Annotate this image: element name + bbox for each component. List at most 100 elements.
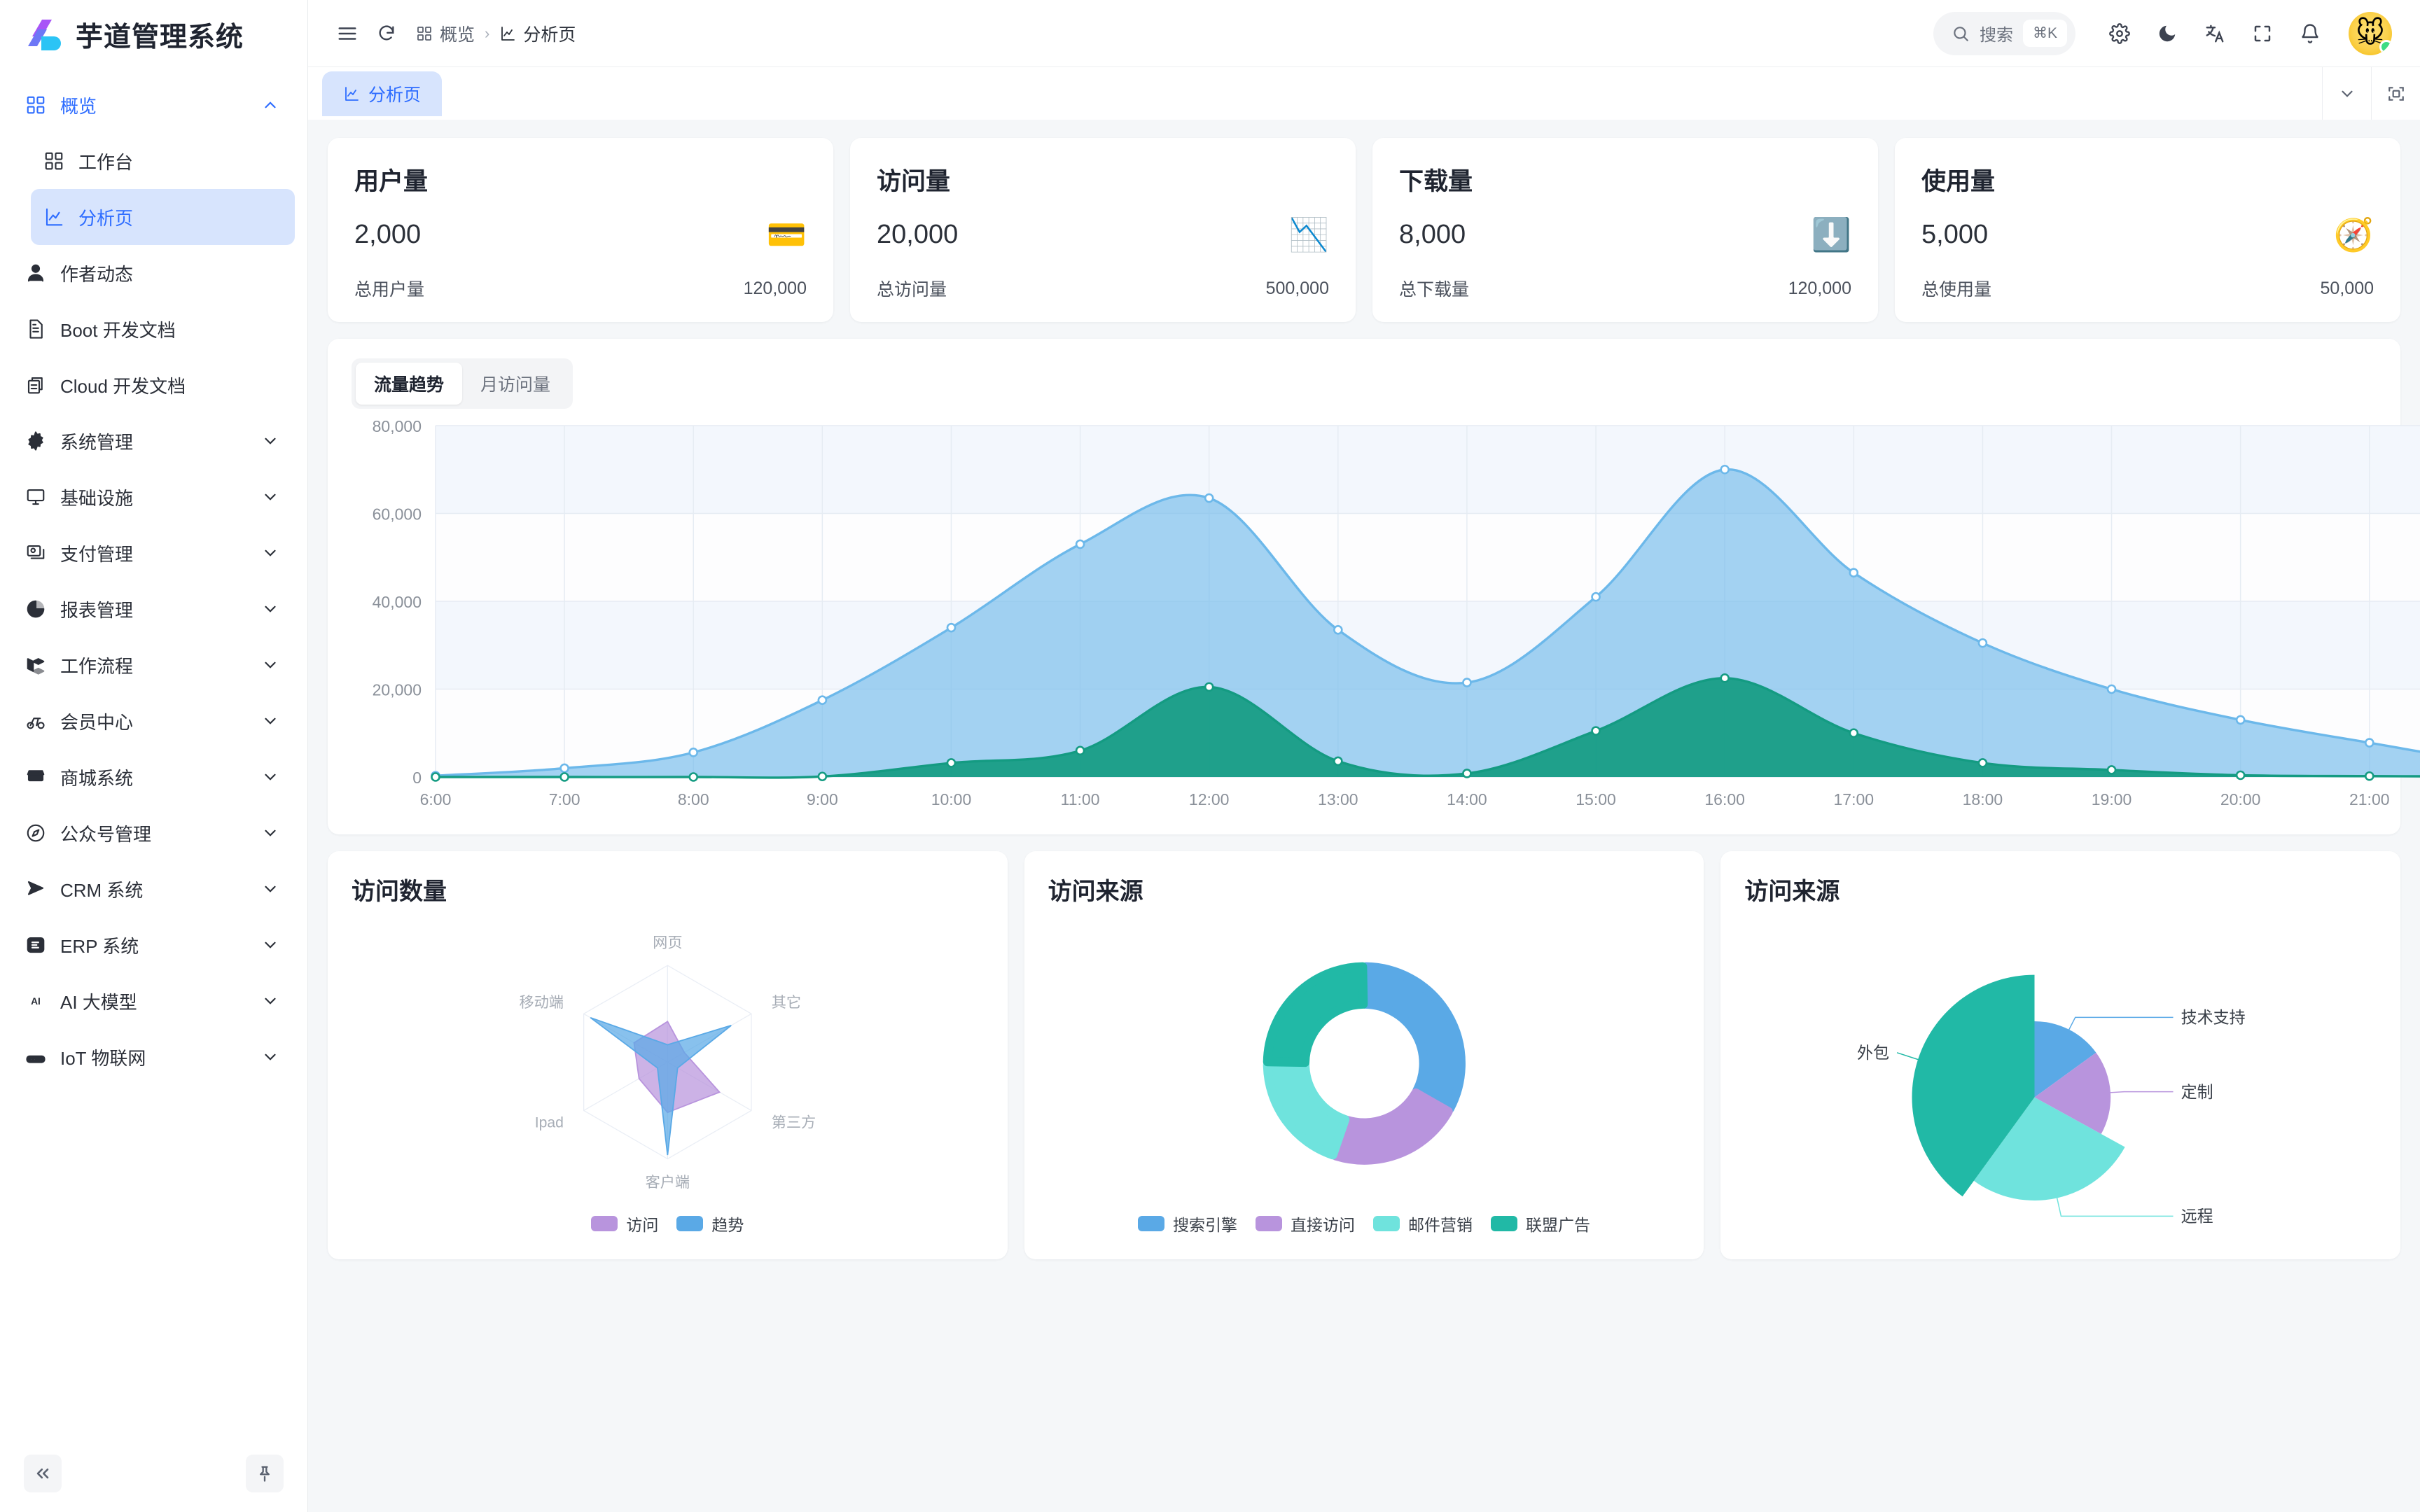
sidebar-item-label: 工作流程 (60, 655, 134, 677)
legend-label: 趋势 (711, 1216, 744, 1234)
tab-bar: 分析页 (308, 66, 2420, 120)
legend-item-2[interactable]: 邮件营销 (1373, 1212, 1473, 1236)
sidebar-item-6[interactable]: 系统管理 (13, 413, 295, 469)
sidebar-item-16[interactable]: AI AI 大模型 (13, 973, 295, 1029)
tab-analysis[interactable]: 分析页 (322, 71, 443, 116)
svg-text:15:00: 15:00 (1576, 790, 1616, 808)
legend-item-0[interactable]: 访问 (591, 1212, 658, 1236)
grid-icon (43, 150, 73, 172)
svg-text:16:00: 16:00 (1704, 790, 1745, 808)
sidebar-item-10[interactable]: 工作流程 (13, 637, 295, 693)
gear-icon[interactable] (2098, 12, 2141, 55)
svg-text:6:00: 6:00 (420, 790, 452, 808)
chevron-down-icon (261, 712, 279, 730)
credit-card-emoji: 💳 (766, 216, 807, 253)
moon-icon[interactable] (2146, 12, 2189, 55)
stat-card-1: 访问量 20,000 📉 总访问量 500,000 (850, 138, 1356, 322)
segment-monthly-visits[interactable]: 月访问量 (480, 375, 551, 395)
sidebar-item-7[interactable]: 基础设施 (13, 469, 295, 525)
search-input[interactable]: 搜索 ⌘K (1933, 11, 2075, 55)
legend-item-3[interactable]: 联盟广告 (1491, 1212, 1590, 1236)
sidebar-item-2[interactable]: 分析页 (31, 189, 295, 245)
sidebar-item-13[interactable]: 公众号管理 (13, 805, 295, 861)
legend-swatch (676, 1216, 704, 1231)
chevron-down-icon (261, 936, 279, 954)
sidebar-item-label: 会员中心 (60, 711, 134, 733)
svg-text:12:00: 12:00 (1189, 790, 1230, 808)
panel-title: 访问来源 (1744, 878, 1840, 905)
erp-icon (25, 934, 55, 955)
bottom-chart-row: 访问数量 网页 其它 第三方 客户端 Ipad 移动端 访问 趋势 访问来源 搜索引擎 直接访… (328, 851, 2401, 1259)
sidebar-item-0[interactable]: 概览 (13, 77, 295, 133)
segment-traffic-trend[interactable]: 流量趋势 (356, 363, 463, 405)
svg-text:网页: 网页 (653, 934, 682, 951)
monitor-icon (25, 486, 55, 507)
grid-icon (25, 94, 55, 115)
legend-label: 访问 (626, 1216, 659, 1234)
sidebar-item-8[interactable]: 支付管理 (13, 525, 295, 581)
sidebar-item-label: 工作台 (78, 151, 134, 173)
svg-text:0: 0 (412, 769, 422, 787)
legend-item-0[interactable]: 搜索引擎 (1138, 1212, 1237, 1236)
stat-card-0: 用户量 2,000 💳 总用户量 120,000 (328, 138, 833, 322)
avatar[interactable]: 🐭 (2349, 11, 2392, 55)
stat-card-total-label: 总使用量 (1921, 280, 1992, 300)
tab-list: 分析页 (308, 67, 2322, 120)
sidebar-item-label: 基础设施 (60, 487, 134, 509)
stat-card-total-value: 50,000 (2320, 278, 2374, 298)
sidebar-item-4[interactable]: Boot 开发文档 (13, 301, 295, 357)
payment-icon (25, 542, 55, 564)
sidebar-item-14[interactable]: CRM 系统 (13, 861, 295, 917)
sidebar-item-3[interactable]: 作者动态 (13, 245, 295, 301)
svg-text:11:00: 11:00 (1061, 790, 1100, 808)
translate-icon[interactable] (2193, 12, 2237, 55)
sidebar-collapse-button[interactable] (24, 1455, 62, 1492)
visit-source-donut-panel: 访问来源 搜索引擎 直接访问 邮件营销 联盟广告 (1024, 851, 1704, 1259)
chevron-down-icon (261, 992, 279, 1010)
user-icon (25, 262, 55, 284)
legend-item-1[interactable]: 直接访问 (1256, 1212, 1355, 1236)
svg-text:9:00: 9:00 (807, 790, 838, 808)
hamburger-icon[interactable] (328, 14, 367, 53)
svg-text:21:00: 21:00 (2349, 790, 2390, 808)
app-logo-row[interactable]: 芋道管理系统 (0, 0, 307, 70)
legend-swatch (1491, 1216, 1517, 1231)
search-placeholder: 搜索 (1979, 26, 2013, 45)
stat-card-value: 20,000 (877, 219, 959, 249)
compass-icon (25, 822, 55, 844)
sidebar-item-17[interactable]: IoT 物联网 (13, 1029, 295, 1085)
sidebar-item-label: 支付管理 (60, 543, 134, 565)
tab-label: 分析页 (368, 85, 422, 105)
sidebar-item-11[interactable]: 会员中心 (13, 693, 295, 749)
flow-icon (25, 654, 55, 676)
legend-label: 直接访问 (1291, 1216, 1355, 1234)
search-icon (1952, 24, 1970, 43)
download-emoji: ⬇️ (1811, 216, 1851, 253)
breadcrumb-item-analysis[interactable]: 分析页 (499, 21, 576, 46)
expand-content-icon[interactable] (2371, 67, 2420, 120)
chevron-down-icon (261, 600, 279, 618)
bell-icon[interactable] (2288, 12, 2332, 55)
stat-card-title: 使用量 (1921, 168, 1996, 195)
refresh-icon[interactable] (367, 14, 406, 53)
chevron-down-icon[interactable] (2322, 67, 2371, 120)
sidebar-item-15[interactable]: ERP 系统 (13, 917, 295, 973)
sidebar-pin-button[interactable] (246, 1455, 284, 1492)
sidebar-item-9[interactable]: 报表管理 (13, 581, 295, 637)
sidebar-item-5[interactable]: Cloud 开发文档 (13, 357, 295, 413)
sidebar-item-12[interactable]: 商城系统 (13, 749, 295, 805)
sidebar-item-label: Boot 开发文档 (60, 319, 176, 341)
svg-text:外包: 外包 (1857, 1044, 1889, 1062)
stat-card-title: 下载量 (1399, 168, 1473, 195)
chart-icon (43, 206, 73, 227)
legend-label: 搜索引擎 (1173, 1216, 1237, 1234)
breadcrumb-label: 概览 (440, 24, 475, 45)
sidebar-item-1[interactable]: 工作台 (31, 133, 295, 189)
fullscreen-icon[interactable] (2241, 12, 2284, 55)
stat-card-total-value: 120,000 (743, 278, 807, 298)
svg-text:第三方: 第三方 (772, 1114, 816, 1130)
grid-icon (416, 25, 433, 42)
legend-item-1[interactable]: 趋势 (676, 1212, 744, 1236)
svg-text:10:00: 10:00 (931, 790, 972, 808)
breadcrumb-item-overview[interactable]: 概览 (416, 21, 475, 46)
